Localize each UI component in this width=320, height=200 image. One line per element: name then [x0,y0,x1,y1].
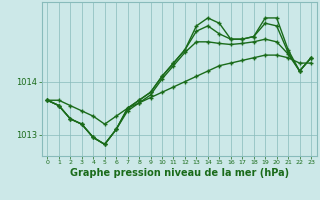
X-axis label: Graphe pression niveau de la mer (hPa): Graphe pression niveau de la mer (hPa) [70,168,289,178]
